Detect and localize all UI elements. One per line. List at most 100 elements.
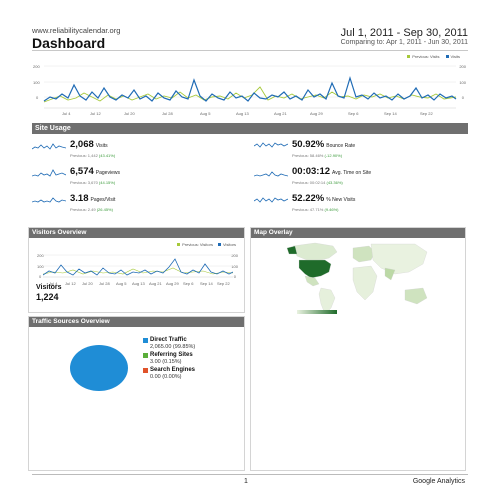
legend-current: Visits — [450, 54, 460, 59]
sparkline — [254, 197, 288, 203]
metric-change: (43.41%) — [98, 153, 116, 158]
map-overlay-header: Map Overlay — [251, 228, 465, 238]
x-tick: Aug 13 — [236, 111, 249, 116]
page-title: Dashboard — [32, 35, 106, 51]
metric-change: (43.36%) — [326, 180, 343, 185]
metric-value: 3.18 — [70, 193, 89, 204]
y-tick: 100 — [33, 80, 40, 85]
current-swatch — [445, 55, 449, 59]
previous-swatch — [177, 243, 181, 247]
x-tick: Sep 6 — [348, 111, 359, 116]
traffic-item-direct[interactable]: Direct Traffic 2,065.00 (99.85%) — [143, 337, 263, 352]
metric-change: (9.46%) — [324, 207, 339, 212]
site-usage-header: Site Usage — [32, 123, 468, 134]
metric-change: (44.15%) — [98, 180, 116, 185]
metric-value: 50.92% — [292, 139, 325, 150]
map-canada — [292, 242, 338, 261]
metric-bounce-rate[interactable]: 50.92% Bounce Rate Previous: 58.46% (-12.… — [254, 139, 464, 163]
metric-visits[interactable]: 2,068 Visits Previous: 1,442 (43.41%) — [32, 139, 242, 163]
metric-label: Visits — [95, 143, 108, 149]
metric-value: 52.22% — [292, 193, 325, 204]
traffic-value: 3.00 (0.15%) — [150, 359, 182, 365]
x-tick: Aug 29 — [166, 281, 179, 286]
metric-label: Pageviews — [95, 170, 120, 176]
metric-value: 6,574 — [70, 166, 94, 177]
metric-change: (-12.90%) — [324, 153, 343, 158]
metric-value: 00:03:12 — [292, 166, 331, 177]
y-tick: 200 — [459, 64, 466, 69]
x-tick: Sep 22 — [420, 111, 433, 116]
map-alaska — [286, 245, 298, 255]
x-tick: Jul 12 — [65, 281, 76, 286]
metric-label: Bounce Rate — [326, 143, 356, 149]
map-india — [384, 267, 396, 281]
page-number: 1 — [244, 478, 248, 485]
metric-label: Pages/Visit — [90, 197, 116, 203]
report-header: www.reliabilitycalendar.org Dashboard Ju… — [32, 26, 468, 51]
visits-chart-legend: Previous: Visits Visits — [407, 54, 460, 59]
x-tick: Jul 4 — [49, 281, 58, 286]
x-tick: Jul 20 — [82, 281, 93, 286]
sparkline — [254, 142, 288, 148]
x-tick: Sep 6 — [183, 281, 194, 286]
x-tick: Jul 4 — [62, 111, 71, 116]
map-europe — [352, 245, 376, 263]
visits-line — [43, 75, 457, 102]
metric-value: 2,068 — [70, 139, 94, 150]
x-tick: Aug 21 — [274, 111, 287, 116]
map-africa — [352, 265, 378, 301]
metric-label: % New Visits — [326, 197, 356, 203]
x-tick: Jul 28 — [99, 281, 110, 286]
x-tick: Jul 20 — [124, 111, 135, 116]
y-tick: 0 — [36, 95, 39, 100]
legend-previous: Previous: Visitors — [182, 242, 213, 247]
metric-previous: Previous: 2.49 — [70, 207, 96, 212]
world-map[interactable] — [285, 238, 435, 316]
metric-previous: Previous: 3,670 — [70, 180, 98, 185]
traffic-sources-panel: Traffic Sources Overview Direct Traffic … — [28, 316, 245, 471]
metric-pages-per-visit[interactable]: 3.18 Pages/Visit Previous: 2.49 (26.45%) — [32, 193, 242, 217]
search-swatch — [143, 368, 148, 373]
sparkline — [32, 143, 66, 150]
x-tick: Sep 14 — [384, 111, 397, 116]
y-tick: 200 — [231, 253, 238, 258]
traffic-value: 2,065.00 (99.85%) — [150, 344, 196, 350]
y-tick: 100 — [459, 80, 466, 85]
x-tick: Aug 5 — [116, 281, 127, 286]
direct-swatch — [143, 338, 148, 343]
metric-previous: Previous: 47.71% — [292, 207, 324, 212]
metric-new-visits[interactable]: 52.22%% New Visits Previous: 47.71% (9.4… — [254, 193, 464, 217]
x-tick: Aug 29 — [310, 111, 323, 116]
metric-change: (26.45%) — [96, 207, 113, 212]
footer-divider — [32, 474, 468, 475]
visitors-overview-panel: Visitors Overview Previous: Visitors Vis… — [28, 227, 245, 313]
traffic-name: Referring Sites — [150, 352, 193, 358]
visits-chart: Previous: Visits Visits 200 100 0 200 10… — [32, 52, 468, 122]
y-tick: 200 — [37, 253, 44, 258]
traffic-item-search[interactable]: Search Engines 0.00 (0.00%) — [143, 367, 263, 382]
site-url: www.reliabilitycalendar.org — [32, 26, 121, 35]
y-tick: 0 — [39, 274, 42, 279]
map-asia — [370, 243, 428, 275]
traffic-item-referring[interactable]: Referring Sites 3.00 (0.15%) — [143, 352, 263, 367]
metric-pageviews[interactable]: 6,574 Pageviews Previous: 3,670 (44.15%) — [32, 166, 242, 190]
x-tick: Aug 13 — [132, 281, 145, 286]
x-tick: Aug 21 — [149, 281, 162, 286]
metric-avg-time[interactable]: 00:03:12 Avg. Time on Site Previous: 00:0… — [254, 166, 464, 190]
visits-chart-plot — [43, 65, 457, 109]
map-color-scale — [297, 310, 337, 314]
metric-label: Avg. Time on Site — [332, 170, 372, 176]
visitors-legend: Previous: Visitors Visitors — [177, 242, 236, 247]
traffic-sources-header: Traffic Sources Overview — [29, 317, 244, 327]
traffic-legend: Direct Traffic 2,065.00 (99.85%) Referri… — [143, 337, 263, 382]
previous-visitors-line — [43, 267, 233, 275]
x-tick: Jul 12 — [90, 111, 101, 116]
y-tick: 200 — [33, 64, 40, 69]
visitors-line — [43, 258, 233, 276]
visitors-label: Visitors — [36, 284, 62, 291]
header-divider — [32, 50, 468, 51]
map-overlay-panel: Map Overlay — [250, 227, 466, 471]
map-mexico — [304, 275, 320, 287]
date-range[interactable]: Jul 1, 2011 - Sep 30, 2011 — [340, 27, 468, 39]
sparkline — [32, 169, 66, 177]
